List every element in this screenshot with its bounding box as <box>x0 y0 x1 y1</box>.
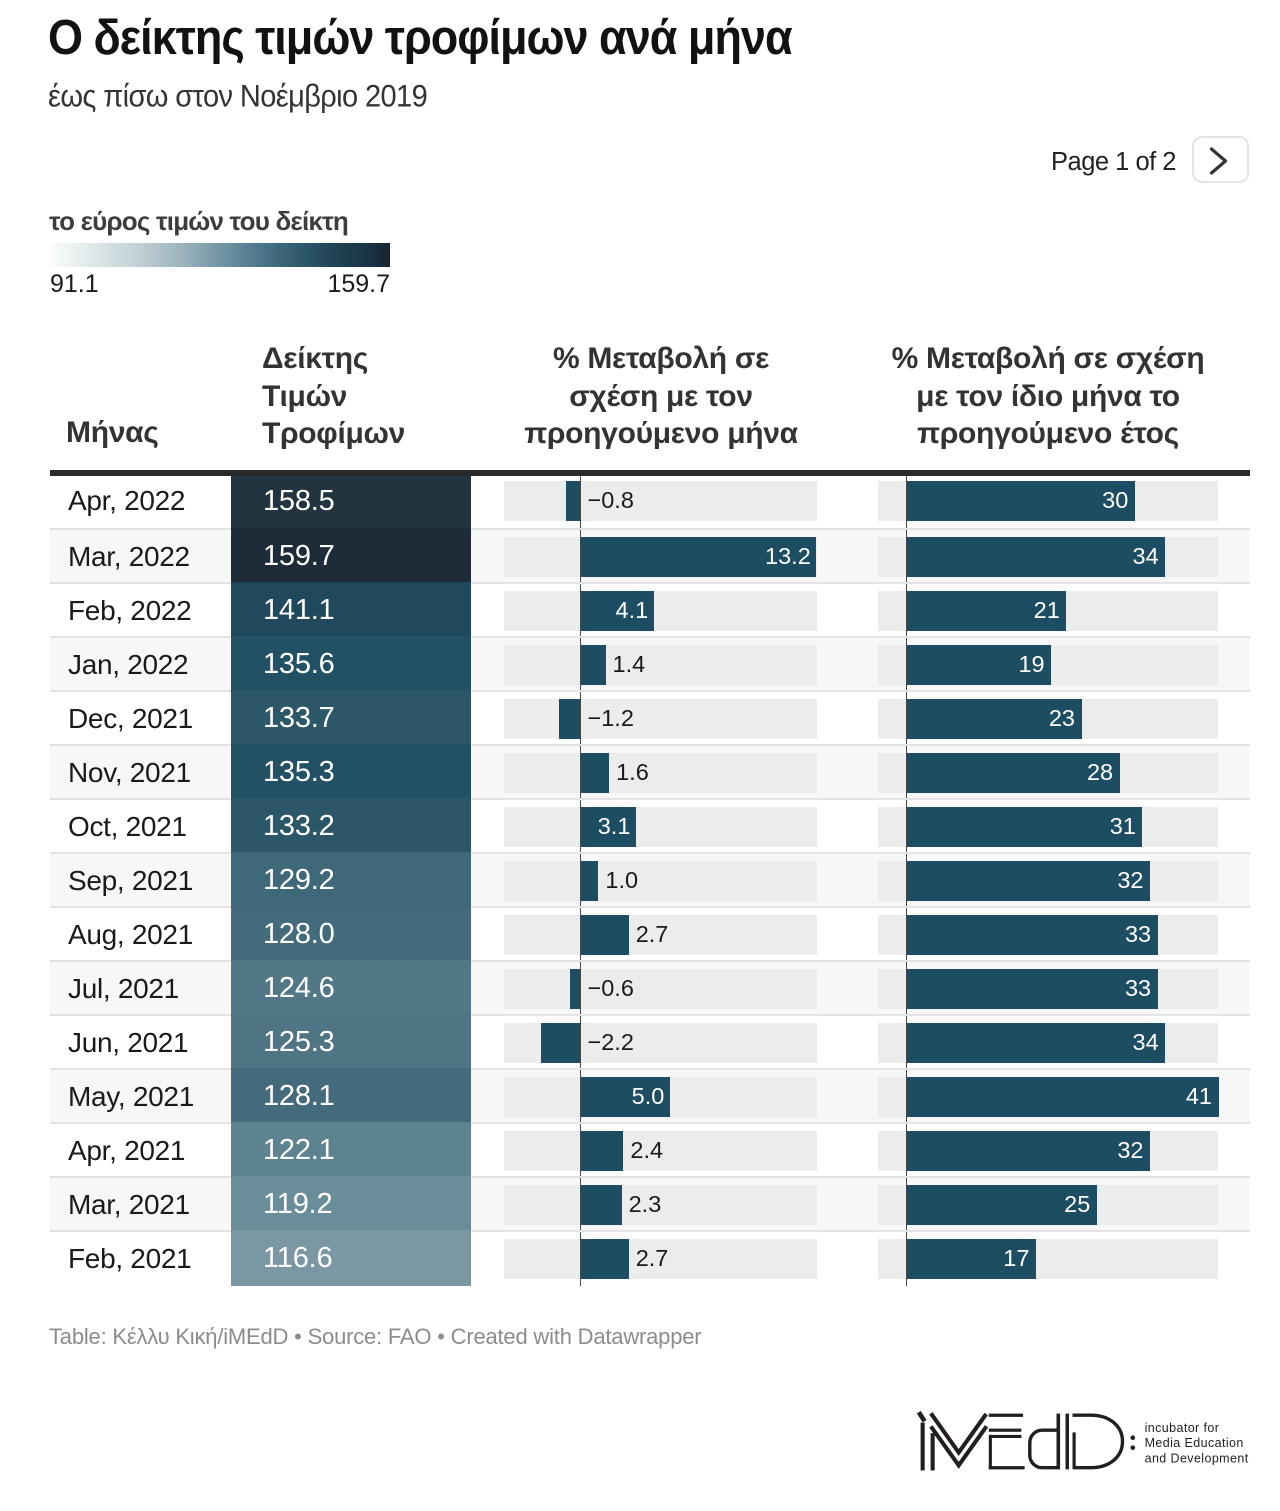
svg-text:and Development: and Development <box>1145 1451 1249 1465</box>
svg-text:incubator for: incubator for <box>1145 1421 1220 1435</box>
svg-text:Media Education: Media Education <box>1145 1436 1244 1450</box>
